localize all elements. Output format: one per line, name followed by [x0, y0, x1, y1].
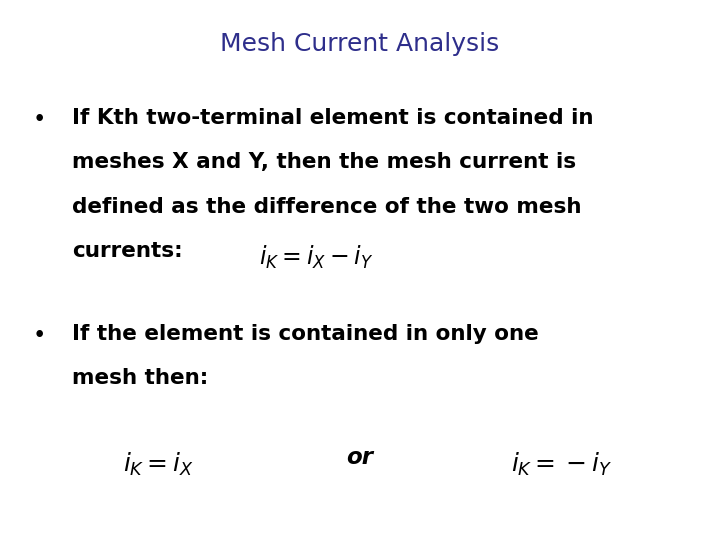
Text: $i_K = i_X - i_Y$: $i_K = i_X - i_Y$: [259, 244, 374, 271]
Text: If the element is contained in only one: If the element is contained in only one: [72, 324, 539, 344]
Text: Mesh Current Analysis: Mesh Current Analysis: [220, 32, 500, 56]
Text: $i_K = -i_Y$: $i_K = -i_Y$: [511, 451, 612, 478]
Text: •: •: [33, 324, 46, 347]
Text: currents:: currents:: [72, 241, 183, 261]
Text: $i_K = i_X$: $i_K = i_X$: [123, 451, 194, 478]
Text: mesh then:: mesh then:: [72, 368, 208, 388]
Text: or: or: [346, 446, 374, 469]
Text: meshes X and Y, then the mesh current is: meshes X and Y, then the mesh current is: [72, 152, 576, 172]
Text: •: •: [33, 108, 46, 131]
Text: If Kth two-terminal element is contained in: If Kth two-terminal element is contained…: [72, 108, 593, 128]
Text: defined as the difference of the two mesh: defined as the difference of the two mes…: [72, 197, 582, 217]
